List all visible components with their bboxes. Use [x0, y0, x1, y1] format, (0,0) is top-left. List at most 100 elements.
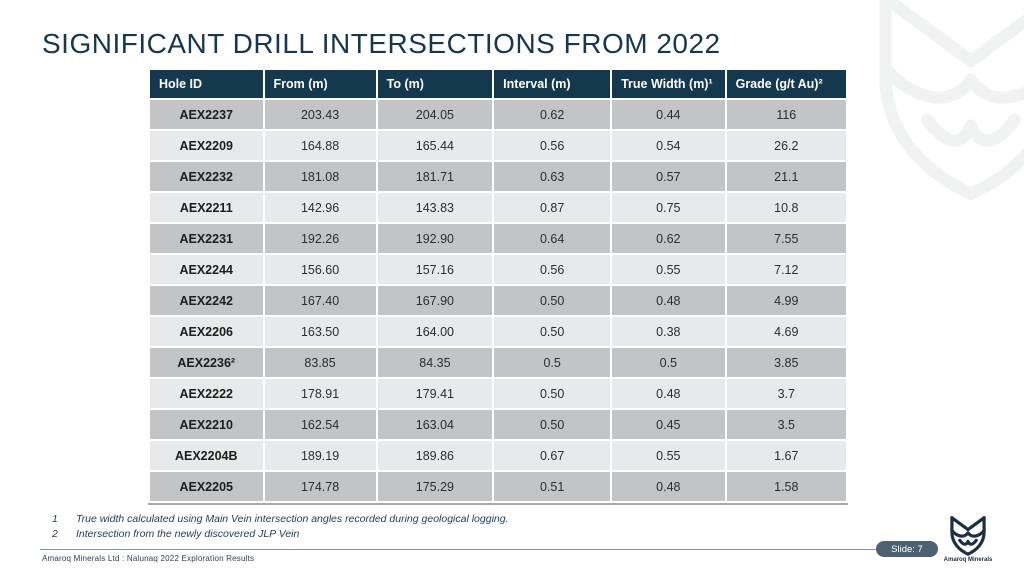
- hole-id-cell: AEX2236²: [150, 348, 263, 377]
- value-cell: 1.58: [726, 472, 846, 501]
- value-cell: 163.04: [377, 410, 493, 439]
- footer-caption: Amaroq Minerals Ltd : Nalunaq 2022 Explo…: [42, 554, 255, 563]
- value-cell: 0.54: [612, 131, 725, 160]
- value-cell: 0.50: [494, 379, 611, 408]
- value-cell: 192.90: [377, 224, 493, 253]
- value-cell: 164.00: [377, 317, 493, 346]
- value-cell: 189.19: [264, 441, 376, 470]
- value-cell: 0.50: [494, 286, 611, 315]
- footnote-text: Intersection from the newly discovered J…: [76, 527, 300, 540]
- value-cell: 0.38: [612, 317, 725, 346]
- value-cell: 10.8: [726, 193, 846, 222]
- value-cell: 0.50: [494, 317, 611, 346]
- value-cell: 204.05: [377, 100, 493, 129]
- value-cell: 0.67: [494, 441, 611, 470]
- hole-id-cell: AEX2232: [150, 162, 263, 191]
- table-row: AEX2242 167.40 167.90 0.50 0.48 4.99: [150, 286, 846, 315]
- hole-id-cell: AEX2231: [150, 224, 263, 253]
- value-cell: 203.43: [264, 100, 376, 129]
- value-cell: 0.56: [494, 255, 611, 284]
- footer-divider: [40, 549, 876, 550]
- hole-id-cell: AEX2206: [150, 317, 263, 346]
- value-cell: 0.50: [494, 410, 611, 439]
- hole-id-cell: AEX2209: [150, 131, 263, 160]
- value-cell: 0.63: [494, 162, 611, 191]
- value-cell: 4.99: [726, 286, 846, 315]
- value-cell: 26.2: [726, 131, 846, 160]
- hole-id-cell: AEX2204B: [150, 441, 263, 470]
- value-cell: 0.45: [612, 410, 725, 439]
- footnote-text: True width calculated using Main Vein in…: [76, 513, 509, 525]
- value-cell: 0.5: [494, 348, 611, 377]
- amaroq-fox-logo-icon: [942, 516, 994, 556]
- hole-id-cell: AEX2242: [150, 286, 263, 315]
- value-cell: 3.7: [726, 379, 846, 408]
- value-cell: 157.16: [377, 255, 493, 284]
- amaroq-logo: Amaroq Minerals: [942, 516, 994, 563]
- value-cell: 189.86: [377, 441, 493, 470]
- column-header: Grade (g/t Au)²: [726, 70, 846, 98]
- value-cell: 142.96: [264, 193, 376, 222]
- value-cell: 167.40: [264, 286, 376, 315]
- table-row: AEX2236² 83.85 84.35 0.5 0.5 3.85: [150, 348, 846, 377]
- value-cell: 3.85: [726, 348, 846, 377]
- footnote-1: 1 True width calculated using Main Vein …: [52, 512, 509, 527]
- value-cell: 0.55: [612, 255, 725, 284]
- table-row: AEX2211 142.96 143.83 0.87 0.75 10.8: [150, 193, 846, 222]
- value-cell: 167.90: [377, 286, 493, 315]
- value-cell: 7.55: [726, 224, 846, 253]
- value-cell: 0.57: [612, 162, 725, 191]
- value-cell: 163.50: [264, 317, 376, 346]
- value-cell: 165.44: [377, 131, 493, 160]
- column-header: Hole ID: [150, 70, 263, 98]
- footnote-2: 2 Intersection from the newly discovered…: [52, 527, 509, 542]
- value-cell: 0.51: [494, 472, 611, 501]
- hole-id-cell: AEX2222: [150, 379, 263, 408]
- table-row: AEX2237 203.43 204.05 0.62 0.44 116: [150, 100, 846, 129]
- column-header: Interval (m): [494, 70, 611, 98]
- value-cell: 192.26: [264, 224, 376, 253]
- drill-table: Hole ID From (m) To (m) Interval (m) True Wi…: [148, 68, 848, 505]
- page-title: SIGNIFICANT DRILL INTERSECTIONS FROM 202…: [42, 28, 721, 59]
- value-cell: 174.78: [264, 472, 376, 501]
- column-header: True Width (m)¹: [612, 70, 725, 98]
- value-cell: 21.1: [726, 162, 846, 191]
- hole-id-cell: AEX2237: [150, 100, 263, 129]
- footnote-number: 2: [52, 527, 58, 540]
- value-cell: 0.64: [494, 224, 611, 253]
- table-row: AEX2210 162.54 163.04 0.50 0.45 3.5: [150, 410, 846, 439]
- fox-watermark-icon: [876, 0, 1024, 204]
- value-cell: 179.41: [377, 379, 493, 408]
- value-cell: 3.5: [726, 410, 846, 439]
- logo-wordmark: Amaroq Minerals: [943, 557, 993, 563]
- value-cell: 0.56: [494, 131, 611, 160]
- value-cell: 0.87: [494, 193, 611, 222]
- value-cell: 162.54: [264, 410, 376, 439]
- value-cell: 0.5: [612, 348, 725, 377]
- value-cell: 84.35: [377, 348, 493, 377]
- table-row: AEX2209 164.88 165.44 0.56 0.54 26.2: [150, 131, 846, 160]
- footnotes: 1 True width calculated using Main Vein …: [52, 512, 509, 541]
- hole-id-cell: AEX2211: [150, 193, 263, 222]
- value-cell: 175.29: [377, 472, 493, 501]
- table-row: AEX2204B 189.19 189.86 0.67 0.55 1.67: [150, 441, 846, 470]
- table-row: AEX2206 163.50 164.00 0.50 0.38 4.69: [150, 317, 846, 346]
- drill-table-container: Hole ID From (m) To (m) Interval (m) True Wi…: [148, 68, 848, 505]
- table-row: AEX2244 156.60 157.16 0.56 0.55 7.12: [150, 255, 846, 284]
- value-cell: 0.48: [612, 472, 725, 501]
- value-cell: 181.08: [264, 162, 376, 191]
- value-cell: 0.44: [612, 100, 725, 129]
- column-header: From (m): [264, 70, 376, 98]
- value-cell: 156.60: [264, 255, 376, 284]
- value-cell: 7.12: [726, 255, 846, 284]
- value-cell: 0.48: [612, 286, 725, 315]
- value-cell: 178.91: [264, 379, 376, 408]
- footnote-number: 1: [52, 513, 58, 525]
- value-cell: 0.55: [612, 441, 725, 470]
- table-row: AEX2232 181.08 181.71 0.63 0.57 21.1: [150, 162, 846, 191]
- value-cell: 143.83: [377, 193, 493, 222]
- table-header-row: Hole ID From (m) To (m) Interval (m) True Wi…: [150, 70, 846, 98]
- hole-id-cell: AEX2244: [150, 255, 263, 284]
- drill-table-body: AEX2237 203.43 204.05 0.62 0.44 116 AEX2209 164…: [150, 100, 846, 501]
